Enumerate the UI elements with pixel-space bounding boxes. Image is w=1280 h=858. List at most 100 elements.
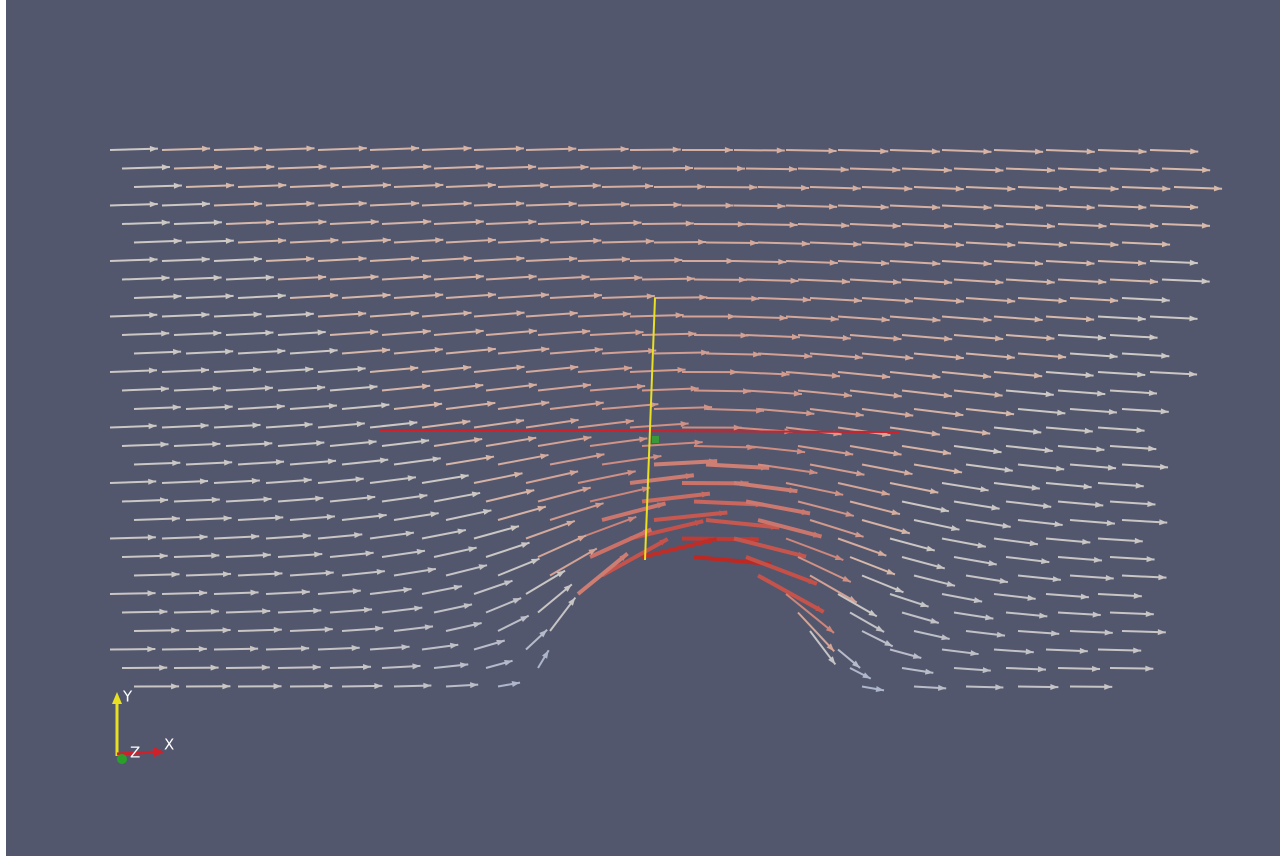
glyph <box>788 166 797 173</box>
glyph <box>202 145 211 152</box>
glyph <box>641 332 697 336</box>
glyph <box>856 470 865 477</box>
glyph <box>210 664 219 671</box>
glyph <box>225 165 275 170</box>
glyph <box>1161 352 1170 359</box>
glyph <box>525 489 535 495</box>
glyph <box>172 460 181 467</box>
glyph <box>289 294 339 299</box>
glyph <box>993 260 1044 265</box>
glyph <box>537 275 590 281</box>
glyph <box>224 404 233 411</box>
glyph <box>693 445 756 449</box>
glyph <box>779 314 788 321</box>
glyph <box>757 186 810 189</box>
glyph <box>1005 334 1055 340</box>
glyph <box>994 391 1003 398</box>
glyph <box>201 256 210 263</box>
glyph <box>329 220 379 225</box>
glyph <box>421 383 431 390</box>
glyph <box>445 455 495 466</box>
glyph <box>757 352 813 358</box>
glyph <box>497 505 547 521</box>
glyph <box>520 615 529 622</box>
glyph <box>485 454 495 461</box>
glyph <box>639 436 648 443</box>
glyph <box>433 384 484 392</box>
glyph <box>797 611 835 652</box>
glyph <box>926 545 935 552</box>
glyph <box>473 419 525 429</box>
glyph <box>471 491 481 498</box>
glyph <box>525 202 577 207</box>
glyph <box>645 183 654 190</box>
glyph <box>225 293 234 300</box>
glyph <box>457 528 466 535</box>
glyph <box>324 683 333 690</box>
glyph <box>785 315 839 321</box>
glyph <box>147 590 156 597</box>
glyph <box>421 147 472 151</box>
glyph <box>701 349 710 356</box>
glyph <box>601 240 654 244</box>
glyph <box>237 184 287 188</box>
glyph <box>809 574 858 604</box>
glyph <box>149 145 158 152</box>
glyph <box>1098 222 1107 229</box>
glyph <box>953 334 1004 341</box>
glyph <box>213 219 222 226</box>
glyph <box>589 276 643 281</box>
glyph <box>806 410 815 417</box>
glyph <box>577 515 637 540</box>
glyph <box>733 260 787 264</box>
glyph <box>382 292 391 299</box>
glyph <box>1034 316 1043 323</box>
glyph <box>263 496 272 503</box>
glyph <box>1082 538 1091 545</box>
glyph <box>1093 556 1102 563</box>
glyph <box>849 278 902 284</box>
glyph <box>1017 241 1067 247</box>
glyph <box>161 275 170 282</box>
glyph <box>601 455 662 466</box>
glyph <box>1097 204 1147 209</box>
glyph <box>1097 149 1147 153</box>
glyph <box>549 453 605 466</box>
center-axis-y <box>644 297 656 561</box>
glyph <box>829 259 838 266</box>
glyph <box>825 625 834 633</box>
glyph <box>993 448 1002 455</box>
glyph <box>445 183 496 188</box>
glyph <box>482 509 492 515</box>
glyph <box>913 297 965 303</box>
glyph <box>341 348 391 355</box>
glyph <box>1159 463 1169 470</box>
glyph <box>749 184 758 191</box>
glyph <box>329 292 339 299</box>
glyph <box>149 201 158 208</box>
glyph <box>673 201 682 208</box>
glyph <box>262 608 271 615</box>
glyph <box>854 354 863 361</box>
glyph <box>1035 148 1044 155</box>
glyph <box>1150 222 1159 229</box>
glyph <box>537 166 589 170</box>
glyph <box>147 646 156 653</box>
glyph <box>801 240 810 247</box>
glyph <box>841 278 850 285</box>
glyph <box>941 426 991 435</box>
glyph <box>982 373 992 380</box>
glyph <box>352 588 361 595</box>
glyph <box>593 237 602 244</box>
glyph <box>433 401 443 408</box>
glyph <box>414 605 423 612</box>
glyph <box>965 186 1016 191</box>
glyph <box>462 419 471 426</box>
glyph <box>274 570 283 577</box>
glyph <box>356 421 365 428</box>
glyph <box>940 506 949 513</box>
glyph <box>362 663 372 670</box>
glyph <box>264 440 273 447</box>
glyph <box>789 487 798 494</box>
glyph <box>368 439 377 446</box>
